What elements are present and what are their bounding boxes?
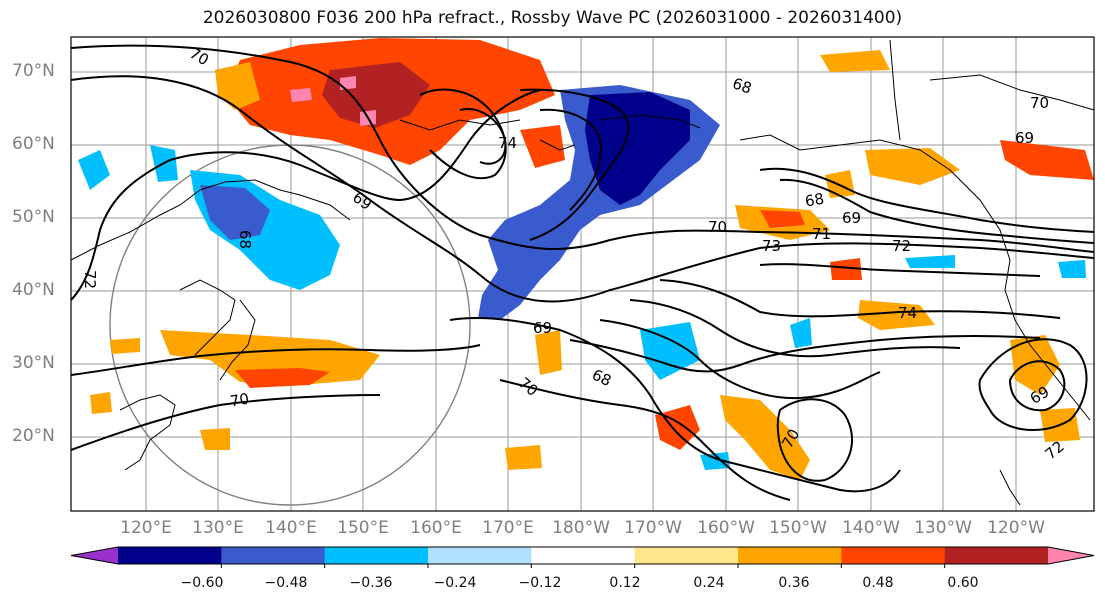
reference-circle bbox=[109, 144, 471, 506]
colorbar-tick: 0.24 bbox=[693, 575, 725, 591]
contour-label: 69 bbox=[1015, 129, 1034, 147]
lon-label: 120°W bbox=[987, 518, 1045, 538]
colorbar-extend-min bbox=[71, 547, 118, 564]
contour-label: 73 bbox=[762, 237, 781, 255]
lat-label-60: 60°N bbox=[12, 134, 55, 154]
orange-patch-m bbox=[90, 392, 112, 414]
redorange-band-subtropic bbox=[235, 368, 330, 388]
orange-region-nw bbox=[215, 62, 260, 110]
contour-label: 74 bbox=[498, 134, 517, 152]
orange-patch-d bbox=[1010, 335, 1060, 395]
colorbar-outline bbox=[70, 546, 1095, 565]
lon-label: 180°W bbox=[552, 518, 610, 538]
orange-patch-f bbox=[1000, 140, 1094, 180]
contour-label: 69 bbox=[533, 319, 552, 337]
lon-label: 150°E bbox=[337, 518, 389, 538]
lightblue-patch-6 bbox=[905, 255, 955, 268]
contour-label: 74 bbox=[898, 304, 917, 322]
lat-label-20: 20°N bbox=[12, 426, 55, 446]
colorbar-tick: 0.12 bbox=[609, 575, 641, 591]
colorbar-segment bbox=[324, 547, 429, 564]
lat-label-30: 30°N bbox=[12, 353, 55, 373]
height-contours bbox=[71, 44, 1094, 501]
lightblue-patch-7 bbox=[790, 318, 812, 348]
contour-label: 72 bbox=[892, 237, 911, 255]
orange-patch-a bbox=[535, 330, 562, 375]
colorbar-segment bbox=[634, 547, 739, 564]
lightblue-patch-4 bbox=[700, 452, 730, 470]
contour-label: 70 bbox=[229, 390, 251, 411]
colorbar-segment bbox=[841, 547, 946, 564]
lat-label-70: 70°N bbox=[12, 61, 55, 81]
colorbar bbox=[70, 546, 1095, 568]
orange-patch-c bbox=[858, 300, 935, 330]
colorbar-segment bbox=[118, 547, 222, 564]
lat-label-40: 40°N bbox=[12, 280, 55, 300]
colorbar-segment bbox=[531, 547, 636, 564]
orange-region-east bbox=[720, 395, 810, 480]
positive-shading bbox=[90, 38, 1094, 480]
contour-label: 68 bbox=[804, 190, 826, 211]
colorbar-tick: 0.60 bbox=[947, 575, 979, 591]
lightblue-patch-1 bbox=[78, 150, 110, 190]
colorbar-segment bbox=[738, 547, 842, 564]
orange-patch-e bbox=[865, 148, 960, 185]
negative-shading bbox=[78, 85, 1086, 470]
colorbar-tick: −0.24 bbox=[433, 575, 477, 591]
contour-label: 70 bbox=[1030, 94, 1049, 112]
orange-patch-j bbox=[505, 445, 542, 470]
redorange-patch-b bbox=[760, 210, 805, 228]
colorbar-tick: −0.36 bbox=[349, 575, 393, 591]
pink-region-2 bbox=[340, 76, 356, 90]
colorbar-tick: −0.60 bbox=[180, 575, 224, 591]
lon-label: 160°W bbox=[697, 518, 755, 538]
orange-band-subtropic bbox=[160, 330, 380, 385]
darkblue-region bbox=[585, 92, 690, 205]
coastlines bbox=[71, 39, 1094, 506]
lon-label: 170°E bbox=[482, 518, 534, 538]
colorbar-tick: −0.48 bbox=[264, 575, 308, 591]
plot-frame bbox=[70, 36, 1095, 512]
lon-label: 140°W bbox=[842, 518, 900, 538]
lat-label-50: 50°N bbox=[12, 207, 55, 227]
lon-label: 170°W bbox=[624, 518, 682, 538]
orange-patch-i bbox=[200, 428, 230, 450]
contour-label: 68 bbox=[236, 230, 254, 249]
lon-label: 120°E bbox=[120, 518, 172, 538]
orange-patch-o bbox=[820, 50, 890, 72]
contour-label: 70 bbox=[708, 218, 727, 236]
lon-label: 150°W bbox=[769, 518, 827, 538]
lightblue-patch-3 bbox=[640, 322, 700, 380]
lon-label: 140°E bbox=[265, 518, 317, 538]
colorbar-tick: 0.48 bbox=[862, 575, 894, 591]
lon-label: 160°E bbox=[410, 518, 462, 538]
lon-label: 130°E bbox=[192, 518, 244, 538]
colorbar-tick: −0.12 bbox=[518, 575, 562, 591]
colorbar-segment bbox=[221, 547, 326, 564]
lon-label: 130°W bbox=[914, 518, 972, 538]
orange-patch-h bbox=[830, 258, 862, 280]
pink-region-1 bbox=[290, 88, 312, 102]
orange-patch-n bbox=[110, 338, 140, 354]
orange-patch-g bbox=[825, 170, 855, 198]
contour-label: 72 bbox=[81, 270, 99, 289]
lightblue-patch-5 bbox=[1058, 260, 1086, 278]
orange-patch-k bbox=[520, 125, 565, 168]
contour-label: 68 bbox=[730, 74, 754, 97]
colorbar-extend-max bbox=[1048, 547, 1094, 564]
contour-label: 69 bbox=[842, 209, 861, 227]
blue-region-west bbox=[200, 185, 270, 240]
map-title: 2026030800 F036 200 hPa refract., Rossby… bbox=[202, 8, 903, 28]
colorbar-segment bbox=[428, 547, 532, 564]
colorbar-segment bbox=[944, 547, 1049, 564]
colorbar-tick: 0.36 bbox=[778, 575, 810, 591]
contour-label: 71 bbox=[812, 225, 831, 243]
